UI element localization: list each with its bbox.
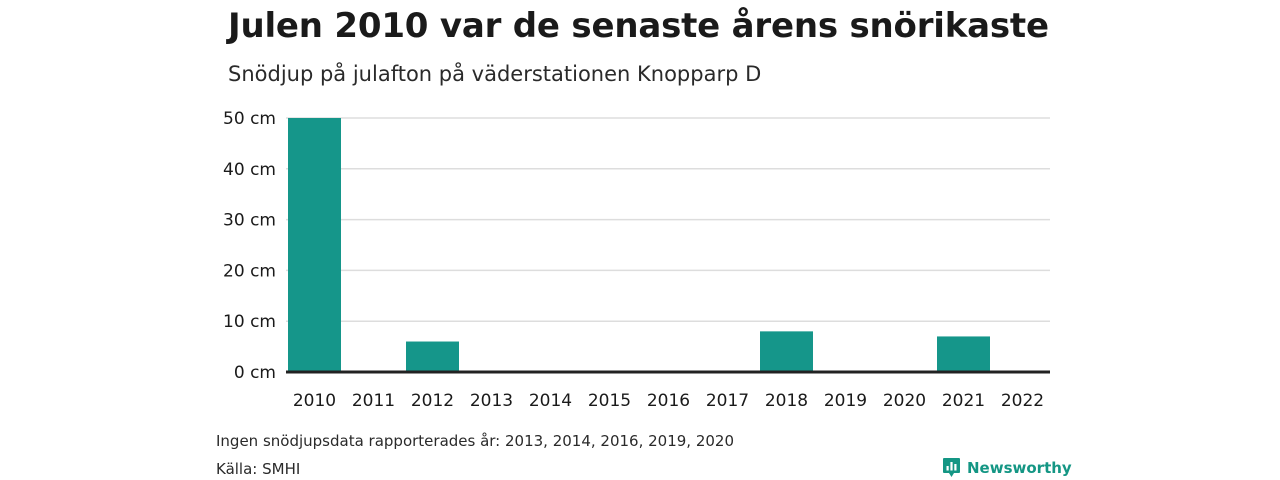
x-tick-label: 2013 (470, 391, 513, 411)
x-tick-label: 2019 (824, 391, 867, 411)
x-tick-label: 2015 (588, 391, 631, 411)
bars (288, 118, 990, 372)
y-tick-label: 30 cm (223, 211, 276, 231)
brand-name: Newsworthy (967, 458, 1072, 477)
y-tick-label: 50 cm (223, 109, 276, 129)
y-tick-label: 40 cm (223, 160, 276, 180)
x-tick-label: 2020 (883, 391, 926, 411)
chart-subtitle: Snödjup på julafton på väderstationen Kn… (228, 62, 762, 86)
x-tick-label: 2021 (942, 391, 985, 411)
source-label: Källa: SMHI (216, 460, 301, 478)
grid-lines (286, 117, 1050, 322)
y-tick-label: 10 cm (223, 312, 276, 332)
y-tick-label: 20 cm (223, 261, 276, 281)
x-tick-label: 2010 (293, 391, 336, 411)
y-axis-tick-labels: 0 cm 10 cm 20 cm 30 cm 40 cm 50 cm (223, 109, 276, 383)
x-tick-label: 2017 (706, 391, 749, 411)
x-tick-label: 2016 (647, 391, 690, 411)
newsworthy-brand[interactable]: Newsworthy (942, 457, 1072, 478)
chart-title: Julen 2010 var de senaste årens snörikas… (228, 6, 1049, 46)
x-tick-label: 2014 (529, 391, 572, 411)
newsworthy-logo-icon (943, 458, 960, 477)
bar-2021 (937, 336, 990, 372)
bar-2012 (406, 341, 459, 372)
x-tick-label: 2022 (1001, 391, 1044, 411)
x-tick-label: 2011 (352, 391, 395, 411)
x-tick-label: 2012 (411, 391, 454, 411)
y-tick-label: 0 cm (234, 363, 276, 383)
x-axis-tick-labels: 2010 2011 2012 2013 2014 2015 2016 2017 2018 2019… (293, 391, 1044, 411)
bar-2010 (288, 118, 341, 372)
x-tick-label: 2018 (765, 391, 808, 411)
bar-2018 (760, 331, 813, 372)
missing-data-note: Ingen snödjupsdata rapporterades år: 201… (216, 432, 735, 450)
